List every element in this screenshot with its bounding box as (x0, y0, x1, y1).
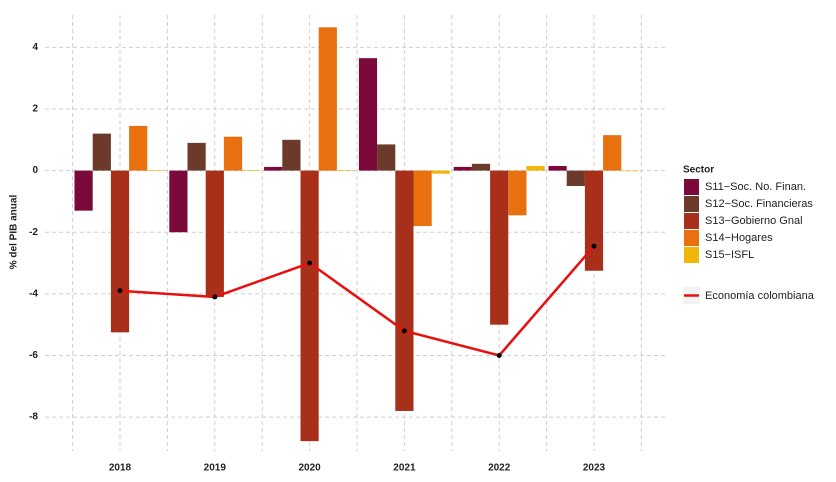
y-tick-label: 2 (32, 104, 38, 115)
legend-label: S15−ISFL (705, 249, 754, 261)
x-tick-label: 2023 (583, 463, 606, 474)
bar (223, 136, 243, 171)
legend-label: Economía colombiana (705, 290, 815, 302)
legend-label: S11−Soc. No. Finan. (705, 181, 806, 193)
point (496, 352, 502, 358)
bar (92, 133, 111, 171)
bar (169, 170, 188, 233)
bar (282, 139, 301, 171)
legend-label: S13−Gobierno Gnal (705, 215, 803, 227)
point (401, 328, 407, 334)
bar (264, 166, 283, 171)
bar (413, 170, 432, 227)
y-tick-label: -8 (29, 412, 38, 423)
line (119, 245, 595, 357)
y-tick-label: 0 (32, 165, 38, 176)
x-tick-label: 2020 (298, 463, 321, 474)
point (307, 260, 313, 266)
bar (187, 142, 206, 171)
legend-swatch (684, 230, 699, 246)
bar (358, 58, 378, 171)
bar (395, 170, 414, 411)
legend-swatch (684, 179, 699, 195)
bar (526, 165, 545, 171)
x-tick-label: 2022 (488, 463, 511, 474)
bar (584, 170, 604, 271)
bar (110, 170, 130, 333)
bar (603, 135, 622, 171)
point (591, 243, 597, 249)
y-tick-label: -2 (29, 227, 38, 238)
bar (566, 170, 585, 187)
legend-title: Sector (683, 165, 714, 176)
bar (147, 169, 166, 171)
bar (508, 170, 527, 216)
y-tick-label: 4 (32, 42, 38, 53)
bar (336, 169, 356, 171)
x-tick-label: 2018 (109, 463, 132, 474)
legend-swatch (684, 213, 699, 229)
point (212, 294, 218, 300)
legend-label: S14−Hogares (705, 232, 773, 244)
x-tick-label: 2021 (393, 463, 416, 474)
bar (242, 169, 261, 171)
bar (377, 144, 396, 171)
bar (453, 166, 472, 171)
bar (490, 170, 509, 325)
y-axis-label: % del PIB anual (9, 195, 20, 270)
bar (621, 170, 640, 172)
bar (129, 125, 148, 171)
bar (471, 163, 491, 171)
bar (300, 170, 319, 442)
x-tick-label: 2019 (204, 463, 227, 474)
bar (318, 27, 337, 171)
y-tick-label: -4 (29, 288, 38, 299)
legend-swatch (684, 196, 699, 212)
point (117, 288, 123, 294)
y-tick-label: -6 (29, 350, 38, 361)
bar (431, 170, 450, 174)
bar (74, 170, 93, 211)
legend-label: S12−Soc. Financieras (705, 198, 813, 210)
legend-swatch (684, 247, 699, 263)
bar (205, 170, 224, 297)
bar (548, 165, 567, 171)
